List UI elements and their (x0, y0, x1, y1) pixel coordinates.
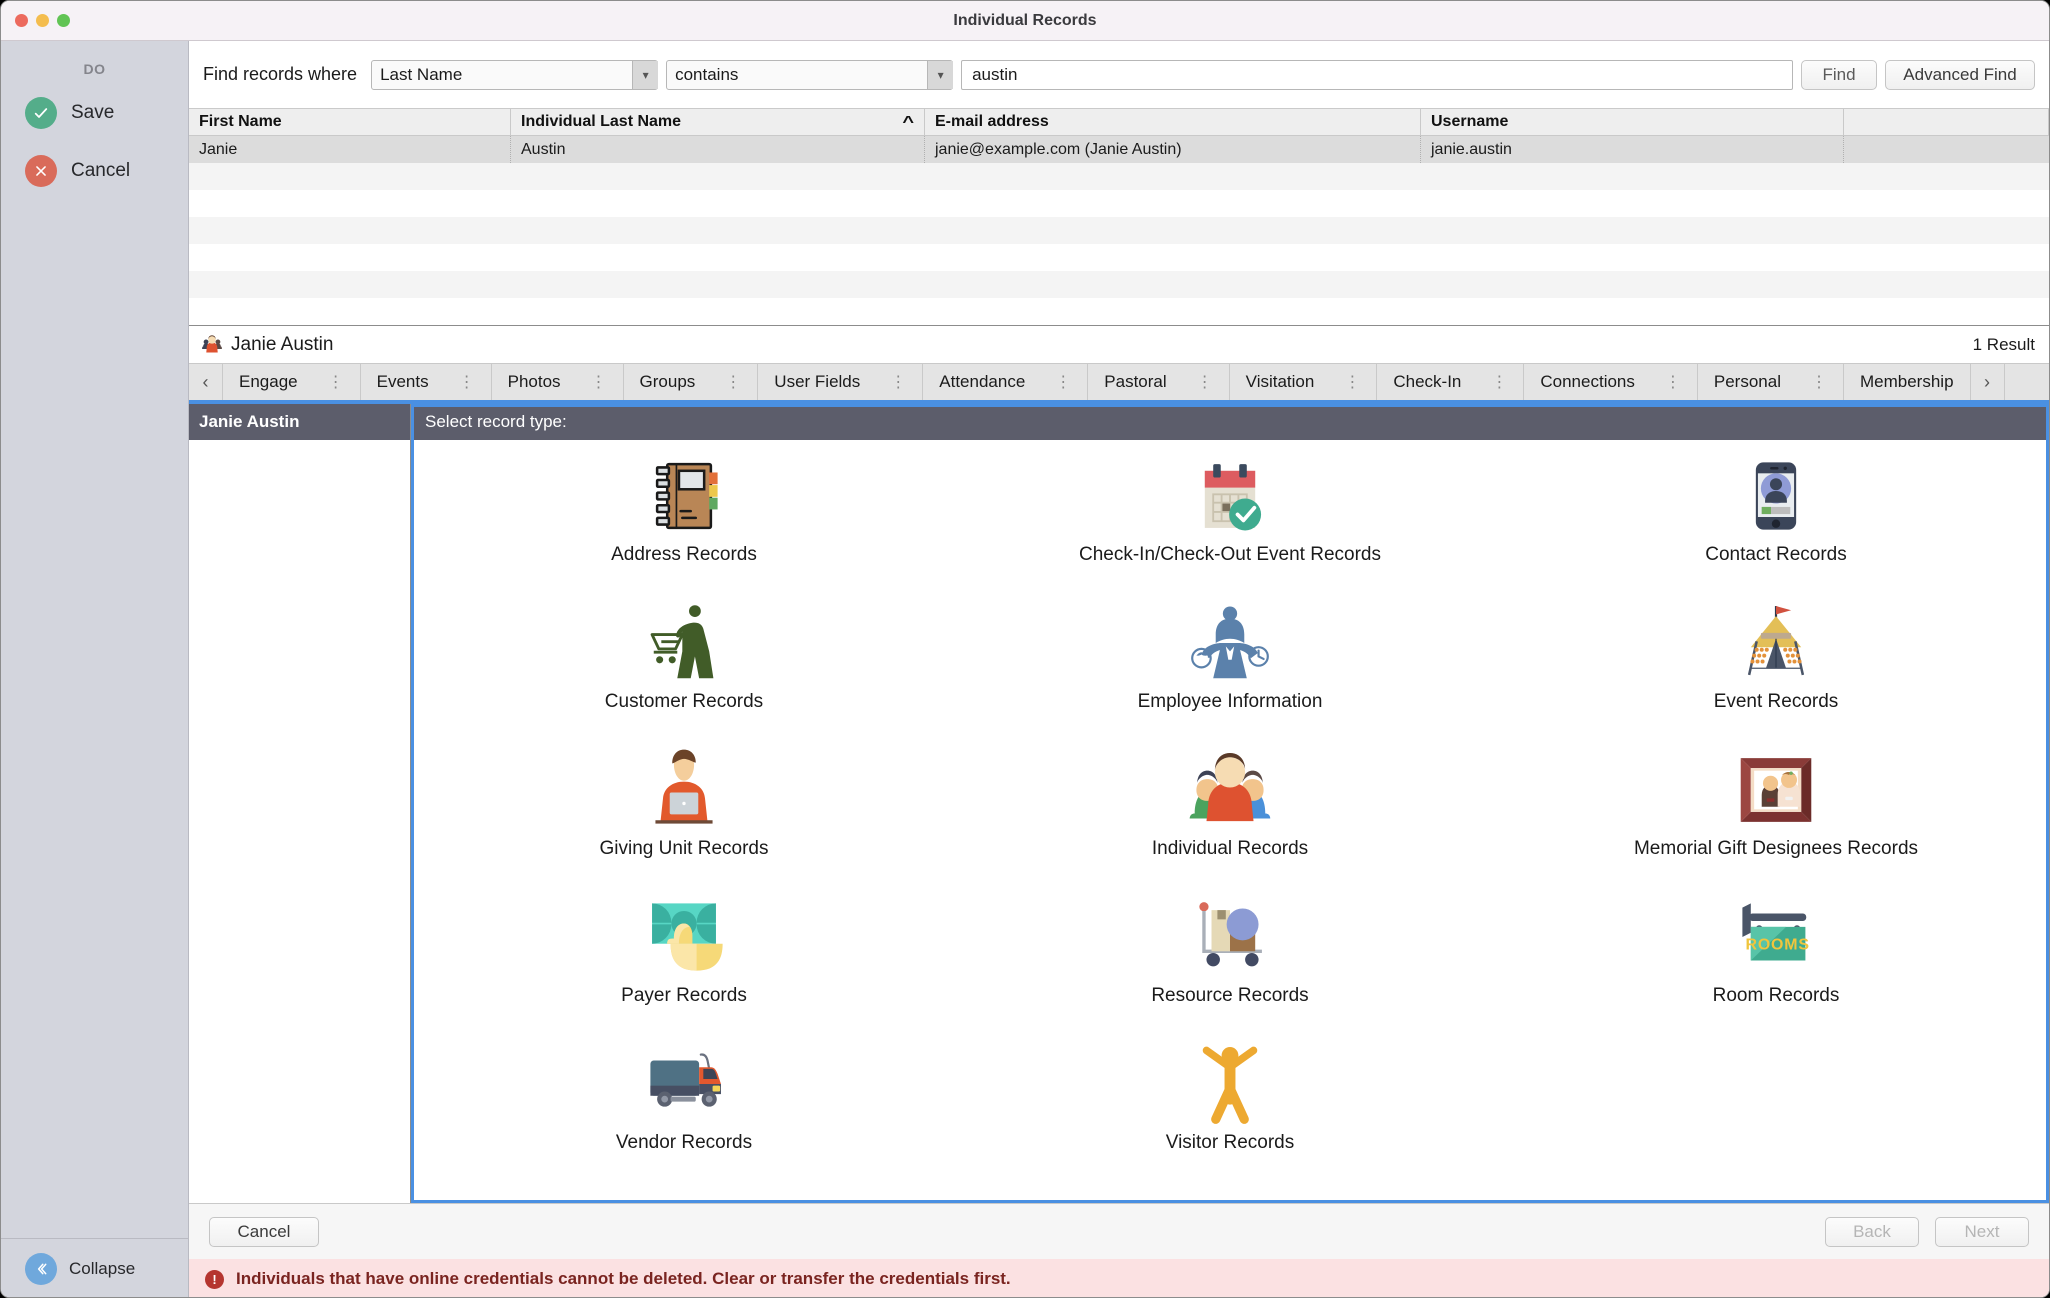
svg-text:ROOMS: ROOMS (1745, 937, 1809, 954)
svg-text:$: $ (1198, 653, 1204, 665)
